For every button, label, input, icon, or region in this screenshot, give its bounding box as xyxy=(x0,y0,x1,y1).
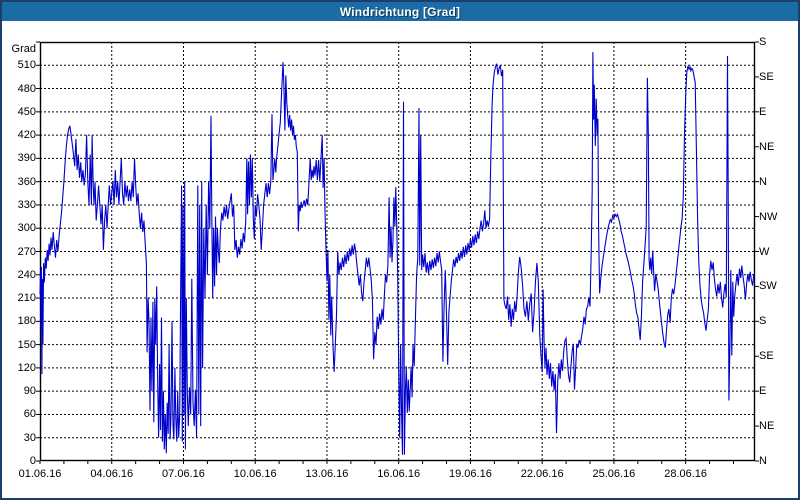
y-left-tick-label: 390 xyxy=(17,152,36,165)
x-date-label: 13.06.16 xyxy=(305,468,349,480)
x-date-label: 10.06.16 xyxy=(233,468,277,480)
y-left-tick-label: 420 xyxy=(17,129,36,142)
y-left-tick-label: 120 xyxy=(17,361,36,374)
y-left-tick-label: 300 xyxy=(17,222,36,235)
x-date-label: 22.06.16 xyxy=(520,468,564,480)
plot-area xyxy=(36,41,759,464)
y-right-compass-label: SE xyxy=(759,70,774,83)
y-right-compass-label: NE xyxy=(759,140,775,153)
x-date-label: 25.06.16 xyxy=(592,468,636,480)
y-left-tick-label: 450 xyxy=(17,105,36,118)
x-date-label: 01.06.16 xyxy=(18,468,62,480)
y-right-compass-label: SW xyxy=(759,280,777,293)
y-left-tick-label: 510 xyxy=(17,59,36,72)
y-right-compass-label: SE xyxy=(759,350,774,363)
y-left-tick-label: 360 xyxy=(17,175,36,188)
y-right-compass-label: N xyxy=(759,175,767,188)
x-date-label: 28.06.16 xyxy=(664,468,708,480)
y-left-tick-label: 210 xyxy=(17,292,36,305)
y-right-compass-label: NW xyxy=(759,210,778,223)
plot-frame xyxy=(39,41,756,462)
y-right-compass-label: W xyxy=(759,245,770,258)
y-left-tick-label: 480 xyxy=(17,82,36,95)
y-right-compass-label: E xyxy=(759,105,767,118)
y-right-compass-label: S xyxy=(759,315,767,328)
y-left-tick-label: 180 xyxy=(17,315,36,328)
x-date-label: 04.06.16 xyxy=(90,468,134,480)
x-date-label: 07.06.16 xyxy=(162,468,205,480)
y-right-compass-label: N xyxy=(759,455,767,467)
title-bar: Windrichtung [Grad] xyxy=(2,2,798,21)
y-left-tick-label: 330 xyxy=(17,198,36,211)
y-left-tick-label: 150 xyxy=(17,338,36,351)
chart-content: Grad 510 480 450 420 390 360 330 300 270 240 210 18… xyxy=(2,23,798,498)
y-left-tick-label: 30 xyxy=(23,431,36,444)
window-title: Windrichtung [Grad] xyxy=(339,4,461,19)
y-right-compass-label: E xyxy=(759,385,767,398)
x-date-label: 19.06.16 xyxy=(449,468,492,480)
y-right-compass-label: NE xyxy=(759,420,775,433)
y-left-tick-label: 90 xyxy=(23,385,36,398)
series-windrichtung xyxy=(39,52,756,455)
wind-direction-line-chart xyxy=(36,41,759,464)
y-left-tick-label: 0 xyxy=(29,455,36,467)
y-axis-unit-label: Grad xyxy=(11,43,36,55)
y-right-compass-label: S xyxy=(759,36,767,48)
y-left-tick-label: 60 xyxy=(23,408,36,421)
y-left-tick-label: 270 xyxy=(17,245,36,258)
y-left-tick-label: 240 xyxy=(17,268,36,281)
x-date-label: 16.06.16 xyxy=(377,468,421,480)
